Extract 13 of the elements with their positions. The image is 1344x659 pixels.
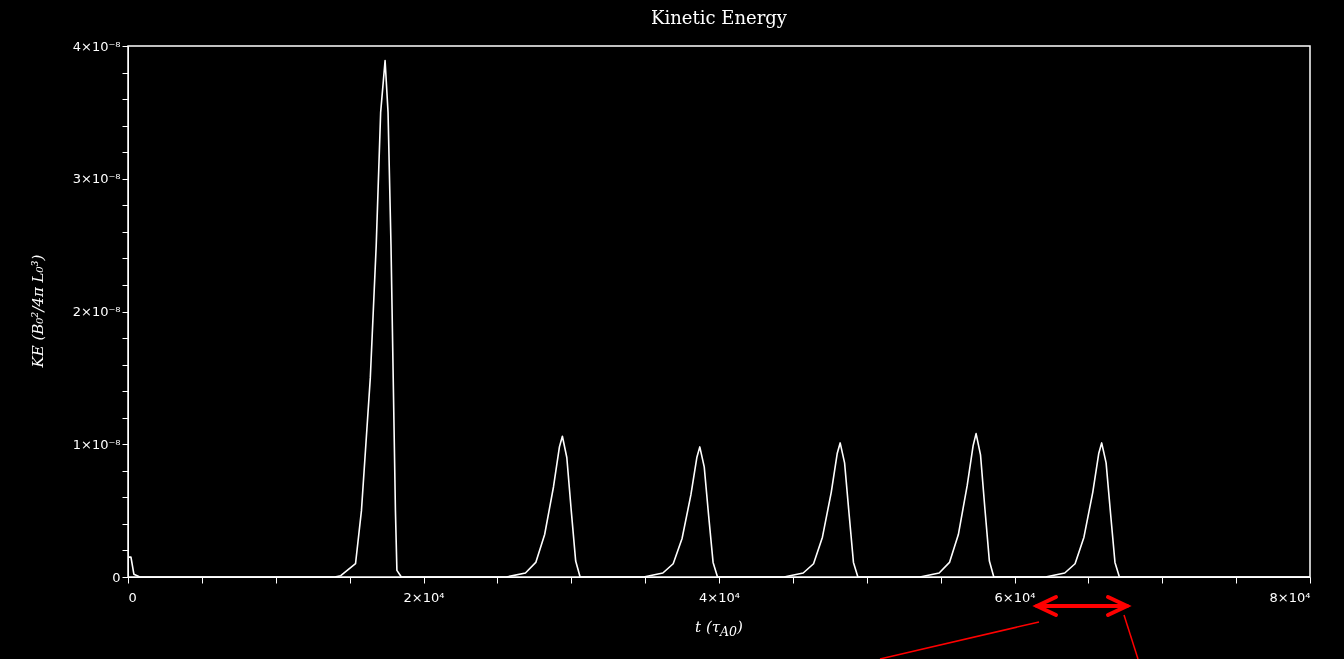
- x-axis-title: t (τ$_{A0}$): [695, 618, 743, 639]
- x-tick-label: 2×10⁴: [403, 589, 445, 605]
- y-tick-label: 2×10⁻⁸: [72, 304, 121, 319]
- y-tick-label: 1×10⁻⁸: [72, 436, 121, 452]
- y-tick-label: 3×10⁻⁸: [72, 171, 121, 187]
- y-axis-title: KE (B₀²/4π L₀³): [29, 254, 47, 368]
- y-tick-label: 4×10⁻⁸: [72, 38, 121, 54]
- x-tick-label: 0: [128, 589, 137, 605]
- x-tick-label: 4×10⁴: [699, 589, 740, 605]
- y-tick-label: 0: [112, 569, 121, 585]
- x-tick-label: 8×10⁴: [1269, 589, 1311, 605]
- x-tick-label: 6×10⁴: [994, 589, 1036, 605]
- chart-title: Kinetic Energy: [651, 7, 788, 28]
